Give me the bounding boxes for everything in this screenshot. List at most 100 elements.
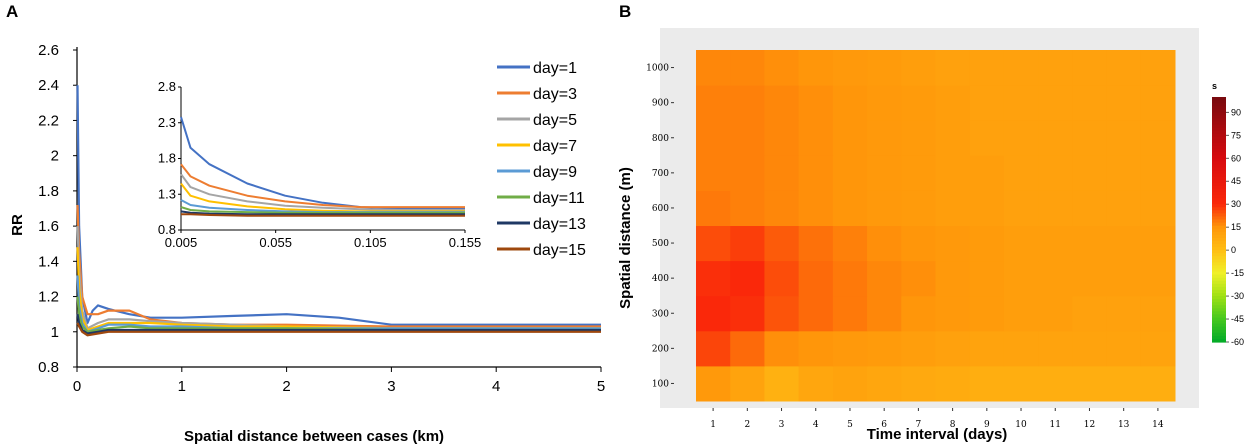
colorbar-segment <box>1212 210 1226 214</box>
heatmap-cell <box>798 50 834 86</box>
heatmap-cell <box>1003 85 1039 121</box>
heatmap-cell <box>696 155 731 191</box>
heatmap-cell <box>867 295 902 332</box>
colorbar-title: s <box>1212 81 1217 91</box>
colorbar-segment <box>1212 268 1226 273</box>
colorbar-segment <box>1212 280 1226 285</box>
colorbar-segment <box>1212 308 1226 312</box>
colorbar-segment <box>1212 296 1226 300</box>
colorbar-segment <box>1212 216 1226 221</box>
heatmap-cell <box>1003 120 1039 156</box>
panel-b-ylabel: Spatial distance (m) <box>617 167 634 309</box>
series-line-day-15 <box>76 322 601 337</box>
heatmap-cell <box>696 190 731 226</box>
colorbar-segment <box>1212 97 1226 101</box>
colorbar-segment <box>1212 286 1226 291</box>
heatmap-cell <box>1038 155 1073 191</box>
colorbar-segment <box>1212 314 1226 319</box>
heatmap-cell <box>935 85 971 121</box>
colorbar-segment <box>1212 228 1226 233</box>
heatmap-cell <box>867 50 902 86</box>
heatmap-cell <box>764 120 800 156</box>
heatmap-cell <box>867 260 902 297</box>
heatmap-cell <box>1140 365 1176 402</box>
heatmap-cell <box>730 50 765 86</box>
series-line-day-13 <box>76 314 601 335</box>
colorbar-tick-label: -15 <box>1231 268 1244 278</box>
heatmap-cell <box>798 85 834 121</box>
y-tick-label: 2 <box>51 148 59 165</box>
heatmap-cell <box>832 155 868 191</box>
heatmap-y-tick-label: 300 <box>652 309 669 319</box>
heatmap-cell <box>832 260 868 297</box>
colorbar-segment <box>1212 142 1226 147</box>
heatmap-y-tick-label: 1000 <box>646 64 669 74</box>
colorbar-tick-label: 60 <box>1231 153 1241 163</box>
panel-b-xlabel: Time interval (days) <box>867 426 1008 443</box>
heatmap-cell <box>969 295 1005 332</box>
inset-series-line-day-13 <box>180 210 465 216</box>
heatmap-cell <box>1106 260 1142 297</box>
heatmap-cell <box>730 295 765 332</box>
heatmap-x-tick-label: 4 <box>813 420 819 430</box>
legend-label-day-5: day=5 <box>533 112 577 129</box>
heatmap-cell <box>1072 155 1108 191</box>
heatmap-cell <box>1072 50 1108 86</box>
heatmap-cell <box>1140 120 1176 156</box>
colorbar-segment <box>1212 195 1226 199</box>
inset-series-line-day-5 <box>180 173 465 211</box>
colorbar-segment <box>1212 124 1226 129</box>
colorbar-segment <box>1212 109 1226 113</box>
heatmap-cell <box>969 365 1005 402</box>
colorbar-segment <box>1212 338 1226 343</box>
colorbar-segment <box>1212 103 1226 107</box>
heatmap-cell <box>867 330 902 367</box>
heatmap-cell <box>1140 260 1176 297</box>
inset-x-tick-label: 0.105 <box>354 235 387 250</box>
heatmap-cell <box>1003 365 1039 402</box>
heatmap-cell <box>1106 85 1142 121</box>
legend-label-day-1: day=1 <box>533 60 577 77</box>
colorbar-segment <box>1212 115 1226 120</box>
legend-label-day-9: day=9 <box>533 164 577 181</box>
y-tick-label: 0.8 <box>38 359 59 376</box>
heatmap-cell <box>832 190 868 226</box>
heatmap-y-tick-label: 600 <box>652 204 669 214</box>
colorbar-segment <box>1212 323 1226 328</box>
colorbar-segment <box>1212 256 1226 260</box>
colorbar-segment <box>1212 127 1226 132</box>
inset-series-line-day-11 <box>180 206 465 214</box>
inset-y-tick-label: 0.8 <box>158 222 176 237</box>
colorbar-segment <box>1212 335 1226 340</box>
legend-label-day-13: day=13 <box>533 216 586 233</box>
colorbar-segment <box>1212 204 1226 208</box>
x-tick-label: 1 <box>178 378 186 395</box>
heatmap-cell <box>1140 155 1176 191</box>
heatmap-x-tick-label: 1 <box>710 420 716 430</box>
colorbar-segment <box>1212 179 1226 184</box>
heatmap-cell <box>730 190 765 226</box>
heatmap-cell <box>1072 330 1108 367</box>
heatmap-cell <box>1106 50 1142 86</box>
heatmap-cell <box>696 260 731 297</box>
colorbar-tick-label: 75 <box>1231 130 1241 140</box>
heatmap-cell <box>901 120 936 156</box>
colorbar-segment <box>1212 182 1226 187</box>
colorbar-segment <box>1212 149 1226 153</box>
heatmap-x-tick-label: 3 <box>779 420 785 430</box>
colorbar-segment <box>1212 173 1226 178</box>
colorbar-segment <box>1212 213 1226 218</box>
colorbar-segment <box>1212 130 1226 135</box>
colorbar-tick-label: 15 <box>1231 222 1241 232</box>
colorbar-tick-label: -30 <box>1231 291 1244 301</box>
colorbar-segment <box>1212 121 1226 126</box>
colorbar-segment <box>1212 231 1226 236</box>
heatmap-cell <box>935 120 971 156</box>
heatmap-cell <box>730 85 765 121</box>
heatmap-cell <box>832 295 868 332</box>
colorbar-segment <box>1212 299 1226 303</box>
heatmap-cell <box>1038 190 1073 226</box>
panel-a-series <box>76 85 601 337</box>
heatmap-cell <box>1003 155 1039 191</box>
inset-y-tick-label: 2.3 <box>158 115 176 130</box>
